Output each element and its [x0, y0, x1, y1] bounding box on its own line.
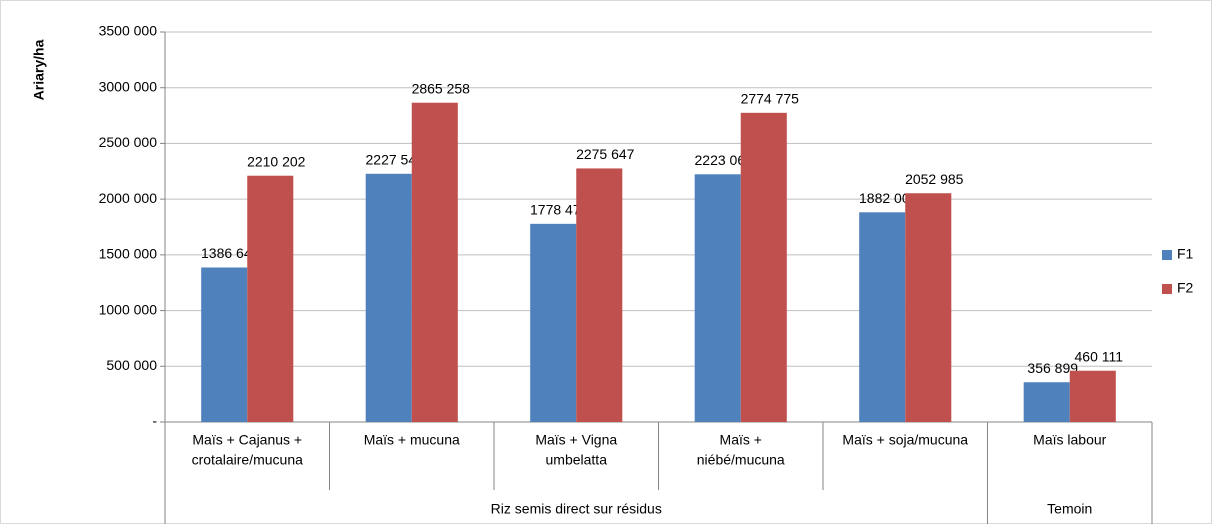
y-tick-label: - — [152, 413, 157, 429]
legend-label: F2 — [1177, 280, 1194, 296]
x-tick-label: Maïs + — [720, 432, 762, 448]
y-tick-label: 2500 000 — [99, 134, 158, 150]
bar — [576, 168, 623, 422]
bar — [530, 223, 577, 422]
data-label: 2052 985 — [905, 171, 964, 187]
x-tick-label: crotalaire/mucuna — [192, 452, 303, 468]
legend-swatch — [1162, 250, 1172, 260]
y-tick-label: 3000 000 — [99, 78, 158, 94]
data-label: 2227 540 — [366, 151, 425, 167]
bar — [740, 112, 787, 422]
y-tick-label: 3500 000 — [99, 23, 158, 39]
bar — [247, 175, 294, 422]
group-label: Temoin — [1047, 501, 1092, 517]
y-tick-label: 1000 000 — [99, 301, 158, 317]
data-label: 2275 647 — [576, 146, 635, 162]
x-tick-label: Maïs + Cajanus + — [192, 432, 302, 448]
x-tick-label: Maïs + soja/mucuna — [842, 432, 968, 448]
bar — [859, 212, 906, 422]
data-label: 2223 068 — [695, 152, 754, 168]
bar — [1023, 382, 1070, 422]
bar — [905, 193, 952, 422]
y-tick-label: 1500 000 — [99, 246, 158, 262]
data-label: 1882 003 — [859, 190, 918, 206]
data-label: 1778 478 — [530, 202, 589, 218]
legend-swatch — [1162, 284, 1172, 294]
bar — [411, 102, 458, 422]
data-label: 356 899 — [1027, 360, 1078, 376]
legend-label: F1 — [1177, 246, 1194, 262]
x-tick-label: niébé/mucuna — [697, 452, 785, 468]
y-tick-label: 500 000 — [106, 357, 157, 373]
x-tick-label: Maïs + mucuna — [364, 432, 460, 448]
bar — [1069, 370, 1116, 422]
bar — [201, 267, 248, 422]
data-label: 2774 775 — [741, 91, 800, 107]
data-label: 1386 644 — [201, 245, 260, 261]
y-tick-label: 2000 000 — [99, 190, 158, 206]
data-label: 460 111 — [1075, 348, 1124, 364]
y-axis-label: Ariary/ha — [31, 39, 47, 100]
x-tick-label: Maïs labour — [1033, 432, 1106, 448]
x-tick-label: Maïs + Vigna — [535, 432, 617, 448]
bar — [365, 173, 412, 422]
data-label: 2865 258 — [412, 80, 471, 96]
data-label: 2210 202 — [247, 153, 306, 169]
x-tick-label: umbelatta — [546, 452, 608, 468]
bar — [694, 174, 741, 422]
group-label: Riz semis direct sur résidus — [491, 501, 662, 517]
